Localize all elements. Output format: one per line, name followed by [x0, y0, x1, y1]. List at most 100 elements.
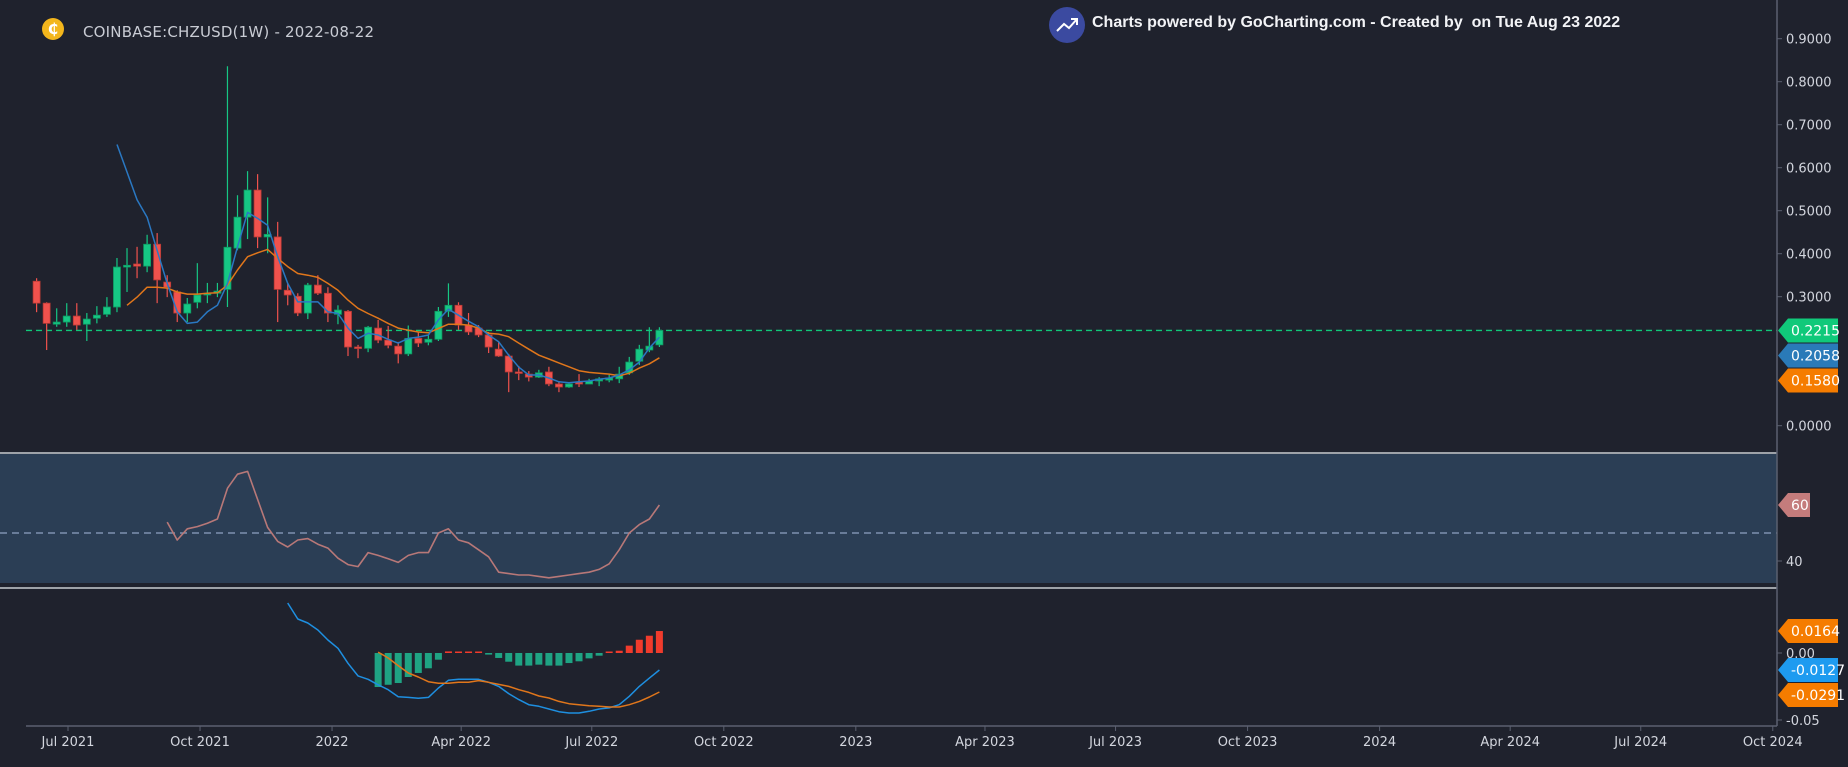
candle[interactable]	[82, 313, 91, 341]
candle-body	[404, 338, 413, 355]
candle[interactable]	[464, 313, 473, 335]
time-axis-label: 2024	[1363, 735, 1396, 750]
trend-up-icon[interactable]	[1049, 7, 1085, 43]
rsi-pane[interactable]	[0, 470, 1777, 579]
time-axis-label: Oct 2021	[170, 735, 230, 750]
macd-histogram-bar	[545, 653, 553, 666]
candle-body	[273, 236, 282, 290]
candle[interactable]	[354, 344, 362, 359]
price-axis-label: 0.0000	[1786, 420, 1832, 435]
candle-body	[243, 189, 252, 218]
candle[interactable]	[545, 366, 553, 387]
candle-body	[133, 263, 141, 267]
coin-icon: ₵	[42, 18, 64, 40]
candle[interactable]	[394, 341, 403, 364]
macd-histogram-bar	[555, 653, 563, 666]
candle-body	[72, 315, 81, 326]
macd-histogram-bar	[495, 653, 503, 658]
candle[interactable]	[72, 303, 81, 330]
candle-body	[303, 284, 312, 314]
candle-body	[514, 371, 523, 374]
candle[interactable]	[344, 310, 352, 357]
candle[interactable]	[303, 282, 312, 320]
candle[interactable]	[534, 369, 543, 378]
powered-by-text[interactable]: Charts powered by GoCharting.com - Creat…	[1092, 14, 1621, 31]
candle[interactable]	[494, 341, 503, 357]
candle[interactable]	[555, 380, 563, 393]
candle-body	[283, 289, 292, 296]
ma-fast-line	[116, 144, 660, 384]
candle[interactable]	[163, 275, 172, 298]
candle[interactable]	[364, 325, 372, 353]
candle-body	[52, 321, 61, 325]
value-tag-bg	[1778, 493, 1810, 517]
macd-histogram-bar	[505, 653, 513, 662]
price-axis-label: 0.9000	[1786, 33, 1832, 48]
candle[interactable]	[504, 353, 513, 393]
candle[interactable]	[62, 303, 71, 327]
candle[interactable]	[183, 297, 192, 323]
candle[interactable]	[253, 174, 262, 249]
candle-body	[233, 216, 242, 249]
value-tag: -0.0127	[1778, 658, 1845, 683]
rsi-axis-label: 40	[1786, 555, 1803, 570]
price-pane[interactable]	[26, 66, 1777, 393]
candle[interactable]	[374, 319, 383, 344]
value-tag-label: 0.1580	[1791, 373, 1840, 389]
value-tag: 0.0164	[1778, 619, 1840, 644]
macd-histogram-bar	[615, 650, 623, 653]
candle-body	[293, 295, 302, 314]
macd-histogram-bar	[655, 631, 663, 653]
macd-histogram-bar	[434, 653, 442, 660]
candle[interactable]	[243, 171, 252, 240]
candle[interactable]	[514, 365, 523, 381]
value-tag-label: 0.2058	[1791, 348, 1840, 364]
candle[interactable]	[223, 66, 232, 308]
candle[interactable]	[103, 297, 111, 317]
macd-histogram-bar	[575, 653, 583, 662]
value-tag-label: 60	[1791, 498, 1809, 514]
time-axis-label: Jul 2024	[1613, 735, 1667, 750]
macd-pane[interactable]	[287, 602, 663, 714]
candle[interactable]	[42, 302, 51, 351]
value-tag-bg	[1778, 343, 1838, 368]
candle[interactable]	[233, 195, 242, 251]
candle[interactable]	[283, 282, 292, 306]
rsi-line	[166, 470, 661, 579]
candle[interactable]	[414, 331, 423, 348]
candle-body	[444, 304, 453, 312]
candle[interactable]	[575, 374, 583, 387]
candle[interactable]	[113, 258, 121, 313]
candle[interactable]	[52, 308, 61, 327]
candle[interactable]	[133, 246, 141, 279]
candle[interactable]	[424, 334, 433, 346]
macd-signal-line	[377, 651, 660, 708]
candle-body	[424, 338, 433, 343]
candle-body	[414, 338, 423, 344]
value-tag: 0.1580	[1778, 368, 1840, 393]
price-axis-label: 0.8000	[1786, 76, 1832, 91]
candle[interactable]	[143, 234, 152, 273]
candle[interactable]	[324, 287, 332, 323]
candle[interactable]	[384, 325, 393, 349]
macd-histogram-bar	[565, 653, 573, 664]
value-tag-label: -0.0127	[1791, 663, 1845, 679]
candle[interactable]	[123, 248, 131, 292]
candle[interactable]	[655, 327, 664, 348]
value-tag: 0.2215	[1778, 318, 1840, 343]
candle[interactable]	[565, 383, 573, 388]
candle-body	[62, 315, 71, 323]
value-tag-bg	[1778, 318, 1838, 343]
candle[interactable]	[273, 221, 282, 323]
candle[interactable]	[444, 283, 453, 317]
value-tag: 0.2058	[1778, 343, 1840, 368]
macd-line	[287, 602, 660, 714]
candle[interactable]	[32, 278, 41, 313]
candle[interactable]	[293, 293, 302, 317]
macd-histogram-bar	[645, 635, 653, 653]
candle-body	[143, 243, 152, 267]
candle[interactable]	[193, 263, 202, 309]
candle[interactable]	[92, 306, 101, 324]
candle[interactable]	[313, 275, 322, 295]
